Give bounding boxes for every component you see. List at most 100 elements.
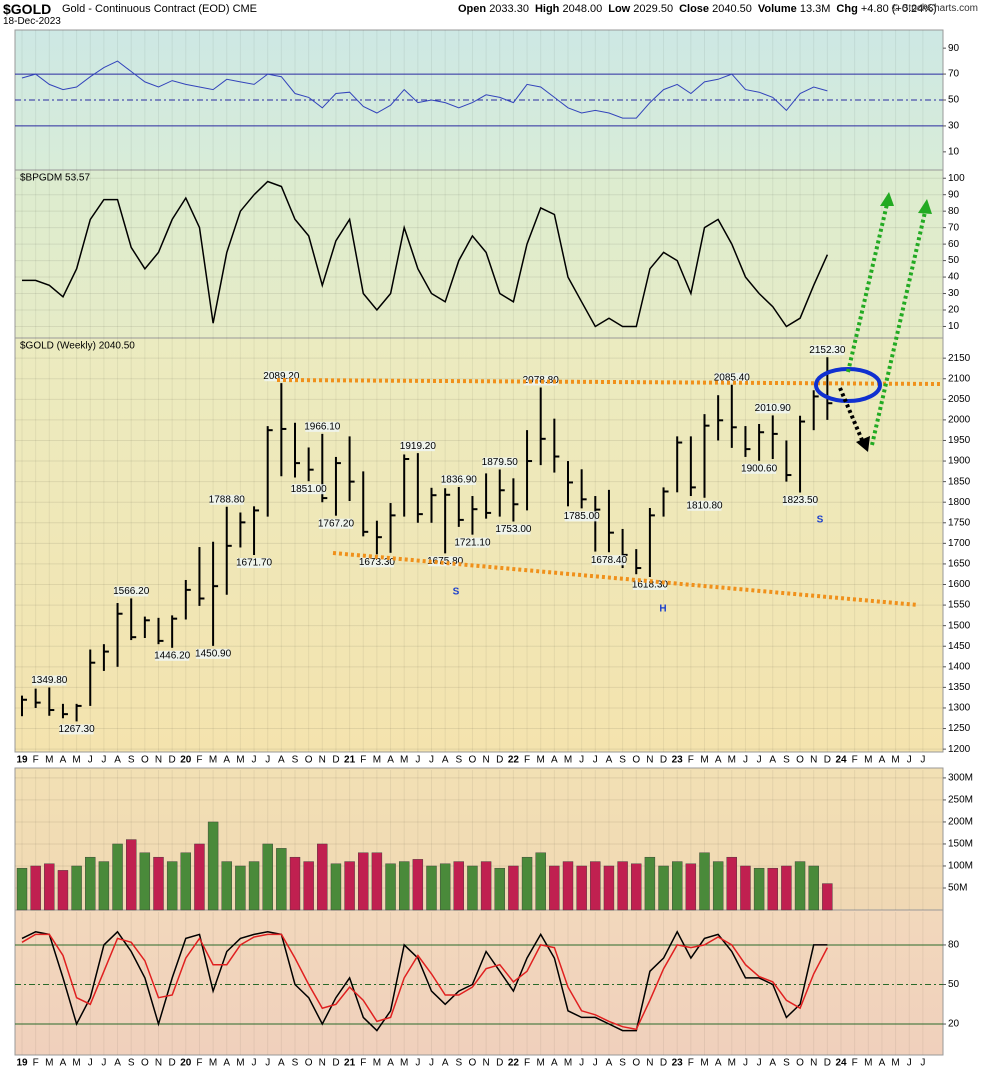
volume-bar xyxy=(603,865,615,911)
x-tick-label: D xyxy=(496,1058,503,1069)
point-label: 1836.90 xyxy=(441,475,478,486)
x-tick-label: A xyxy=(278,1058,285,1069)
y-tick-label: 150M xyxy=(948,839,973,850)
y-tick-label: 1800 xyxy=(948,497,971,508)
y-tick-label: 1950 xyxy=(948,435,971,446)
resistance-line xyxy=(276,378,941,386)
point-label: 1966.10 xyxy=(304,421,341,432)
y-tick-label: 2100 xyxy=(948,373,971,384)
y-tick-label: 1200 xyxy=(948,744,971,755)
y-tick-label: 90 xyxy=(948,189,960,200)
credit[interactable]: © StockCharts.com xyxy=(891,3,978,14)
volume-bar xyxy=(644,856,656,911)
x-tick-label: O xyxy=(632,1058,640,1069)
y-tick-label: 1700 xyxy=(948,538,971,549)
x-tick-label: D xyxy=(169,1058,176,1069)
x-tick-label: A xyxy=(606,755,613,766)
x-tick-label: N xyxy=(155,755,162,766)
x-tick-label: M xyxy=(864,1058,872,1069)
x-tick-label: F xyxy=(360,1058,366,1069)
y-tick-label: 10 xyxy=(948,146,960,157)
x-tick-label: J xyxy=(907,1058,912,1069)
x-tick-label: J xyxy=(757,1058,762,1069)
point-label: 2085.40 xyxy=(714,372,751,383)
x-tick-label: D xyxy=(660,755,667,766)
x-tick-label: A xyxy=(879,1058,886,1069)
point-label: 1810.80 xyxy=(686,500,723,511)
x-tick-label: O xyxy=(796,755,804,766)
x-tick-label: J xyxy=(88,755,93,766)
x-tick-label: A xyxy=(60,1058,67,1069)
y-tick-label: 1300 xyxy=(948,703,971,714)
label-box xyxy=(564,511,599,522)
x-tick-label: M xyxy=(45,755,53,766)
label-box xyxy=(591,555,626,566)
x-tick-label: J xyxy=(415,1058,420,1069)
y-tick-label: 80 xyxy=(948,206,960,217)
x-tick-label: A xyxy=(60,755,67,766)
x-tick-label: A xyxy=(715,755,722,766)
x-tick-label: J xyxy=(101,1058,106,1069)
label-box xyxy=(455,537,490,548)
series-line xyxy=(21,60,828,119)
stats: Open 2033.30 High 2048.00 Low 2029.50 Close… xyxy=(452,3,937,15)
panel-title: $BPGDM 53.57 xyxy=(20,173,90,184)
x-tick-label: A xyxy=(387,1058,394,1069)
volume-bar xyxy=(399,861,410,911)
y-tick-label: 100 xyxy=(948,173,965,184)
volume-bar xyxy=(822,883,833,911)
stat-label: Chg xyxy=(836,3,858,15)
x-tick-label: D xyxy=(332,1058,339,1069)
x-tick-label: 20 xyxy=(180,1058,192,1069)
y-tick-label: 10 xyxy=(948,321,960,332)
volume-bar xyxy=(57,870,69,911)
y-tick-label: 30 xyxy=(948,121,960,132)
label-box xyxy=(318,518,353,529)
y-tick-label: 50 xyxy=(948,979,960,990)
volume-bar xyxy=(699,852,710,911)
volume-bar xyxy=(98,861,110,911)
y-tick-label: 2150 xyxy=(948,353,971,364)
y-tick-label: 50 xyxy=(948,255,960,266)
point-label: 1618.30 xyxy=(632,580,669,591)
x-tick-label: F xyxy=(33,1058,39,1069)
x-tick-label: N xyxy=(155,1058,162,1069)
point-label: 1851.00 xyxy=(291,484,328,495)
label-box xyxy=(496,524,531,535)
x-tick-label: O xyxy=(469,755,477,766)
volume-bar xyxy=(767,867,778,911)
x-tick-label: F xyxy=(524,755,530,766)
point-label: 1678.40 xyxy=(591,555,628,566)
volume-bar xyxy=(480,861,492,911)
volume-bar xyxy=(808,865,819,911)
x-tick-label: A xyxy=(442,755,449,766)
volume-bar xyxy=(658,865,669,911)
volume-bar xyxy=(549,865,560,911)
volume-bar xyxy=(303,861,314,911)
volume-bar xyxy=(71,865,82,911)
stat-value: 2029.50 xyxy=(633,3,674,15)
x-tick-label: N xyxy=(646,755,653,766)
y-tick-label: 1550 xyxy=(948,600,971,611)
x-tick-label: F xyxy=(196,1058,202,1069)
x-tick-label: S xyxy=(128,755,135,766)
point-label: 1767.20 xyxy=(318,518,355,529)
volume-bar xyxy=(521,856,533,911)
x-tick-label: O xyxy=(632,755,640,766)
x-tick-label: F xyxy=(688,755,694,766)
label-box xyxy=(59,724,94,735)
x-tick-label: O xyxy=(796,1058,804,1069)
x-tick-label: N xyxy=(646,1058,653,1069)
volume-bar xyxy=(781,865,792,911)
volume-bar xyxy=(672,861,683,911)
x-tick-label: A xyxy=(715,1058,722,1069)
point-label: 1919.20 xyxy=(400,441,437,452)
pattern-label: S xyxy=(817,515,824,526)
x-tick-label: J xyxy=(265,755,270,766)
x-tick-label: 23 xyxy=(672,755,684,766)
volume-bar xyxy=(180,852,192,911)
x-tick-label: J xyxy=(757,755,762,766)
x-tick-label: F xyxy=(196,755,202,766)
y-tick-label: 20 xyxy=(948,305,960,316)
point-label: 1349.80 xyxy=(31,675,68,686)
